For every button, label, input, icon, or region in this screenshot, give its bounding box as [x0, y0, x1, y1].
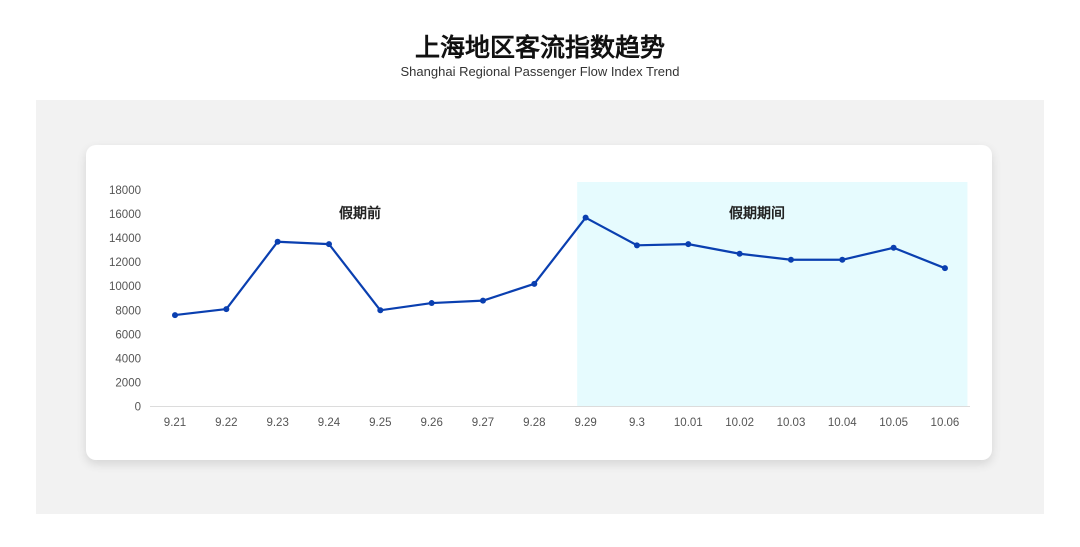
x-tick-label: 9.26 [420, 417, 442, 429]
x-tick-label: 10.04 [828, 417, 857, 429]
data-point [839, 256, 846, 263]
data-point [377, 307, 384, 314]
x-tick-label: 9.29 [574, 417, 596, 429]
data-point [172, 312, 178, 319]
x-tick-label: 9.3 [629, 417, 645, 429]
x-tick-label: 10.05 [879, 417, 908, 429]
x-tick-label: 9.22 [215, 417, 237, 429]
x-tick-label: 9.23 [266, 417, 288, 429]
data-point [633, 242, 640, 249]
x-tick-label: 10.03 [777, 417, 806, 429]
chart-title: 上海地区客流指数趋势 [414, 33, 665, 62]
y-tick-label: 6000 [115, 329, 141, 341]
data-point [736, 250, 743, 257]
data-point [325, 241, 332, 248]
y-tick-label: 0 [135, 402, 141, 414]
data-point [428, 300, 435, 307]
chart-subtitle: Shanghai Regional Passenger Flow Index T… [400, 64, 680, 79]
x-tick-label: 9.24 [318, 417, 341, 429]
data-point [685, 241, 692, 248]
y-tick-label: 8000 [115, 305, 141, 317]
annotation-label: 假期前 [339, 205, 381, 222]
data-point [274, 238, 281, 245]
x-tick-label: 10.06 [931, 417, 960, 429]
data-point [582, 214, 589, 221]
y-tick-label: 16000 [109, 209, 141, 221]
x-tick-label: 9.28 [523, 417, 545, 429]
y-tick-label: 18000 [109, 185, 141, 197]
y-tick-label: 14000 [109, 233, 141, 245]
highlight-band [577, 182, 968, 407]
y-tick-label: 4000 [115, 353, 141, 365]
data-point [787, 256, 794, 263]
series-line [174, 216, 946, 317]
x-tick-label: 10.01 [674, 417, 703, 429]
y-tick-label: 12000 [109, 257, 141, 269]
data-point [479, 297, 486, 304]
data-point [890, 244, 897, 251]
data-point [941, 265, 948, 272]
data-point [531, 280, 538, 287]
x-tick-label: 9.21 [164, 417, 186, 429]
y-tick-label: 10000 [109, 281, 141, 293]
y-tick-label: 2000 [115, 377, 141, 389]
data-point [223, 306, 230, 313]
x-tick-label: 9.25 [369, 417, 391, 429]
x-tick-label: 9.27 [472, 417, 494, 429]
x-tick-label: 10.02 [725, 417, 754, 429]
annotation-label: 假期期间 [729, 205, 785, 222]
